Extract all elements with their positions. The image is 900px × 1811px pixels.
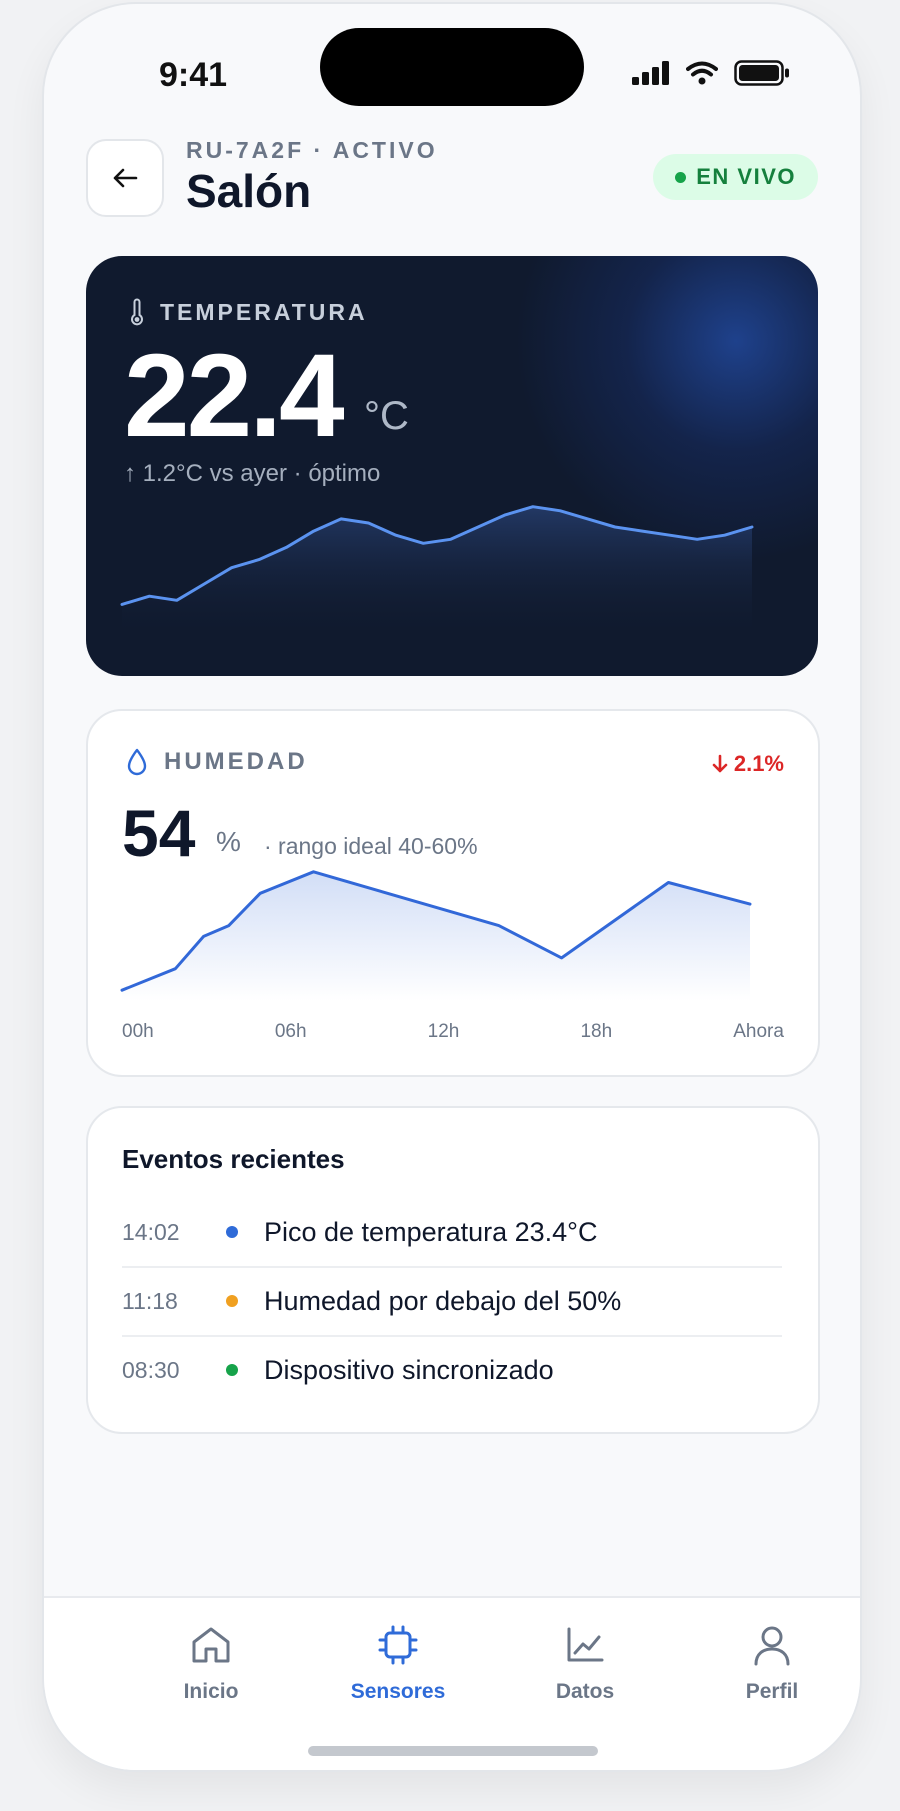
temperature-series-line — [120, 505, 754, 606]
live-badge-label: EN VIVO — [696, 164, 796, 189]
status-time: 9:41 — [159, 56, 228, 94]
x-tick-label: 18h — [580, 1021, 613, 1042]
recent-events-card: Eventos recientes 14:02 Pico de temperat… — [86, 1106, 820, 1434]
nav-label: Inicio — [183, 1680, 239, 1703]
humidity-unit: % — [216, 826, 241, 857]
humidity-header: HUMEDAD — [126, 748, 308, 776]
event-time: 08:30 — [122, 1356, 180, 1383]
chip-icon — [378, 1625, 418, 1665]
event-text: Humedad por debajo del 50% — [264, 1285, 622, 1316]
thermometer-icon — [131, 298, 143, 326]
humidity-ideal-range: · rango ideal 40-60% — [264, 833, 478, 859]
humidity-card[interactable]: HUMEDAD 2.1% 54 % · rango ideal 40-60% 0… — [86, 709, 820, 1077]
battery-icon — [734, 60, 789, 86]
device-id-status: RU-7A2F · ACTIVO — [186, 137, 438, 163]
chart-icon — [567, 1627, 604, 1662]
live-badge: EN VIVO — [653, 154, 818, 200]
event-dot-icon — [226, 1226, 238, 1238]
humidity-label: HUMEDAD — [164, 748, 308, 775]
x-tick-label: Ahora — [733, 1021, 784, 1042]
event-dot-icon — [226, 1364, 238, 1376]
event-text: Dispositivo sincronizado — [264, 1354, 554, 1385]
bottom-navigation: Inicio Sensores Datos — [44, 1596, 860, 1770]
temperature-label: TEMPERATURA — [160, 298, 368, 325]
temperature-value: 22.4 — [124, 330, 345, 462]
nav-item-sensores[interactable]: Sensores — [318, 1620, 478, 1704]
humidity-series-line — [120, 870, 752, 992]
page-title: Salón — [186, 165, 312, 217]
status-icons — [632, 60, 790, 86]
nav-item-datos[interactable]: Datos — [505, 1620, 665, 1704]
humidity-delta-value: 2.1% — [733, 751, 784, 776]
event-row[interactable]: 14:02 Pico de temperatura 23.4°C — [122, 1198, 782, 1268]
user-icon — [754, 1626, 790, 1666]
humidity-delta: 2.1% — [712, 751, 784, 777]
event-row[interactable]: 11:18 Humedad por debajo del 50% — [122, 1267, 782, 1337]
x-tick-label: 06h — [274, 1021, 307, 1042]
water-drop-icon — [127, 748, 147, 776]
temperature-area-fill — [122, 506, 752, 641]
temperature-chart — [120, 505, 754, 641]
x-tick-label: 00h — [122, 1021, 154, 1042]
nav-label: Datos — [555, 1680, 615, 1703]
temperature-card[interactable]: TEMPERATURA 22.4 °C ↑ 1.2°C vs ayer · óp… — [86, 256, 818, 676]
event-text: Pico de temperatura 23.4°C — [264, 1216, 598, 1247]
event-dot-icon — [226, 1295, 238, 1307]
cellular-signal-icon — [632, 61, 669, 85]
wifi-icon — [686, 61, 718, 85]
home-icon — [192, 1627, 230, 1663]
humidity-x-axis: 00h 06h 12h 18h Ahora — [122, 1021, 784, 1043]
nav-item-inicio[interactable]: Inicio — [131, 1620, 291, 1704]
event-time: 14:02 — [122, 1218, 180, 1245]
home-indicator[interactable] — [308, 1746, 598, 1756]
arrow-left-icon — [113, 168, 138, 188]
events-title: Eventos recientes — [122, 1144, 345, 1174]
live-dot-icon — [675, 171, 687, 183]
dynamic-island — [320, 28, 584, 106]
temperature-trend: ↑ 1.2°C vs ayer · óptimo — [124, 460, 381, 487]
back-button[interactable] — [86, 139, 164, 217]
x-tick-label: 12h — [427, 1021, 460, 1042]
humidity-value: 54 — [122, 796, 196, 870]
nav-item-perfil[interactable]: Perfil — [692, 1620, 852, 1704]
humidity-area-fill — [122, 871, 750, 1001]
humidity-chart — [120, 870, 752, 1001]
nav-label: Perfil — [745, 1680, 799, 1703]
event-row[interactable]: 08:30 Dispositivo sincronizado — [122, 1336, 782, 1404]
event-time: 11:18 — [122, 1287, 178, 1314]
phone-frame: 9:41 RU-7A2F · ACTIVO Salón EN VIVO — [42, 2, 862, 1772]
nav-label: Sensores — [350, 1680, 446, 1703]
temperature-header: TEMPERATURA — [130, 298, 368, 326]
arrow-down-icon — [712, 754, 728, 773]
temperature-unit: °C — [364, 394, 409, 438]
